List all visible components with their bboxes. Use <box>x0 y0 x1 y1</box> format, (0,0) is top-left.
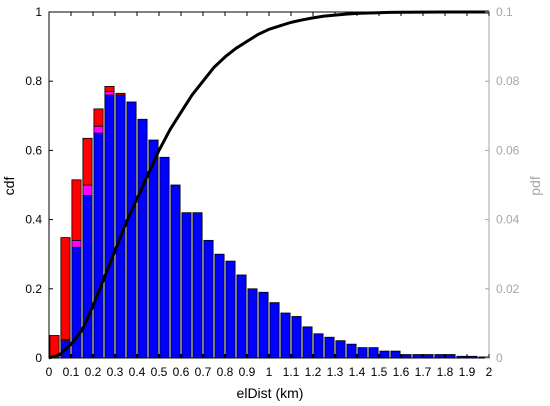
pdf-bar-blue-8 <box>137 118 148 359</box>
pdf-bar-red-5 <box>104 85 115 92</box>
pdf-bar-blue-4 <box>93 132 104 359</box>
pdf-bar-red-6 <box>115 92 126 96</box>
x-tick-label-4: 0.4 <box>129 365 146 379</box>
pdf-bar-red-3 <box>82 137 93 186</box>
axis-ticks: 0 0.1 0.2 0.3 0.4 0.5 0.6 0.7 0.8 0.9 1 1.1 1.2 1.3 1.… <box>25 5 519 379</box>
x-tick-label-0: 0 <box>46 365 53 379</box>
pdf-bar-red-1 <box>60 237 71 341</box>
x-tick-label-15: 1.5 <box>371 365 388 379</box>
pdf-bar-blue-24 <box>313 333 324 359</box>
x-tick-label-16: 1.6 <box>393 365 410 379</box>
y-axis-label-left: cdf <box>1 177 17 196</box>
pdf-bar-magenta-4 <box>93 125 104 134</box>
y-right-tick-label-0: 0 <box>496 351 503 365</box>
pdf-bar-magenta-5 <box>104 91 115 96</box>
pdf-bar-magenta-2 <box>71 239 82 248</box>
x-tick-label-9: 0.9 <box>239 365 256 379</box>
pdf-bar-blue-21 <box>280 312 291 359</box>
x-tick-label-12: 1.2 <box>305 365 322 379</box>
y-right-tick-label-2: 0.04 <box>496 213 520 227</box>
x-tick-label-17: 1.7 <box>415 365 432 379</box>
x-tick-label-2: 0.2 <box>85 365 102 379</box>
pdf-bar-blue-17 <box>236 274 247 359</box>
pdf-bar-blue-35 <box>434 354 445 359</box>
x-tick-label-1: 0.1 <box>63 365 80 379</box>
pdf-bar-blue-27 <box>346 343 357 359</box>
pdf-bar-blue-3 <box>82 194 93 359</box>
pdf-bar-blue-34 <box>423 354 434 359</box>
pdf-bar-blue-20 <box>269 302 280 359</box>
x-tick-label-11: 1.1 <box>283 365 300 379</box>
x-axis-label: elDist (km) <box>237 385 304 401</box>
pdf-bar-blue-5 <box>104 94 115 359</box>
y-left-tick-label-4: 0.8 <box>25 74 42 88</box>
y-right-tick-label-4: 0.08 <box>496 74 520 88</box>
y-left-tick-label-0: 0 <box>35 351 42 365</box>
x-tick-label-10: 1 <box>266 365 273 379</box>
y-left-tick-label-1: 0.2 <box>25 282 42 296</box>
x-tick-label-3: 0.3 <box>107 365 124 379</box>
y-left-tick-label-3: 0.6 <box>25 143 42 157</box>
pdf-bar-blue-31 <box>390 350 401 359</box>
pdf-bar-blue-22 <box>291 316 302 359</box>
pdf-bar-blue-25 <box>324 336 335 359</box>
pdf-bar-blue-30 <box>379 350 390 359</box>
x-tick-label-19: 1.9 <box>459 365 476 379</box>
x-tick-label-5: 0.5 <box>151 365 168 379</box>
pdf-bar-blue-33 <box>412 354 423 359</box>
pdf-bar-blue-11 <box>170 184 181 359</box>
pdf-bar-blue-14 <box>203 239 214 359</box>
pdf-bar-blue-13 <box>192 212 203 359</box>
pdf-bar-red-2 <box>71 179 82 241</box>
pdf-bar-blue-18 <box>247 288 258 359</box>
pdf-bar-red-4 <box>93 108 104 127</box>
pdf-bar-blue-12 <box>181 212 192 359</box>
pdf-bar-blue-32 <box>401 354 412 359</box>
x-tick-label-14: 1.4 <box>349 365 366 379</box>
y-right-tick-label-1: 0.02 <box>496 282 520 296</box>
y-axis-label-right: pdf <box>527 176 543 196</box>
pdf-bar-blue-19 <box>258 291 269 359</box>
pdf-bar-blue-16 <box>225 260 236 359</box>
pdf-bar-blue-28 <box>357 347 368 359</box>
y-right-tick-label-5: 0.1 <box>496 5 513 19</box>
y-left-tick-label-2: 0.4 <box>25 213 42 227</box>
x-tick-label-20: 2 <box>486 365 493 379</box>
pdf-bar-blue-29 <box>368 347 379 359</box>
pdf-bar-magenta-3 <box>82 184 93 196</box>
x-tick-label-18: 1.8 <box>437 365 454 379</box>
x-tick-label-8: 0.8 <box>217 365 234 379</box>
y-left-tick-label-5: 1 <box>35 5 42 19</box>
pdf-bar-blue-15 <box>214 253 225 359</box>
x-tick-label-7: 0.7 <box>195 365 212 379</box>
pdf-bar-blue-36 <box>445 354 456 359</box>
pdf-bar-blue-23 <box>302 326 313 359</box>
x-tick-label-13: 1.3 <box>327 365 344 379</box>
x-tick-label-6: 0.6 <box>173 365 190 379</box>
pdf-bar-blue-10 <box>159 156 170 359</box>
pdf-bar-blue-26 <box>335 340 346 359</box>
pdf-bar-blue-7 <box>126 101 137 359</box>
y-right-tick-label-3: 0.06 <box>496 143 520 157</box>
